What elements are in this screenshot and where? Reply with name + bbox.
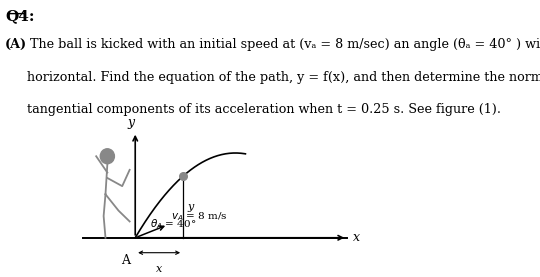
Text: Q4:: Q4: bbox=[5, 9, 35, 24]
Text: horizontal. Find the equation of the path, y = f(x), and then determine the norm: horizontal. Find the equation of the pat… bbox=[26, 71, 540, 84]
Text: The ball is kicked with an initial speed at (vₐ = 8 m/sec) an angle (θₐ = 40° ) : The ball is kicked with an initial speed… bbox=[25, 38, 540, 51]
Ellipse shape bbox=[100, 149, 114, 164]
Text: x: x bbox=[353, 231, 360, 244]
Text: $v_A$ = 8 m/s: $v_A$ = 8 m/s bbox=[171, 211, 228, 223]
Text: x: x bbox=[156, 264, 162, 274]
Text: $\theta_A$ = 40°: $\theta_A$ = 40° bbox=[150, 217, 197, 231]
Text: (A): (A) bbox=[5, 38, 27, 51]
Text: tangential components of its acceleration when t = 0.25 s. See figure (1).: tangential components of its acceleratio… bbox=[26, 103, 501, 116]
Text: y: y bbox=[187, 202, 194, 212]
Text: y: y bbox=[127, 116, 134, 129]
Text: A: A bbox=[122, 254, 131, 267]
